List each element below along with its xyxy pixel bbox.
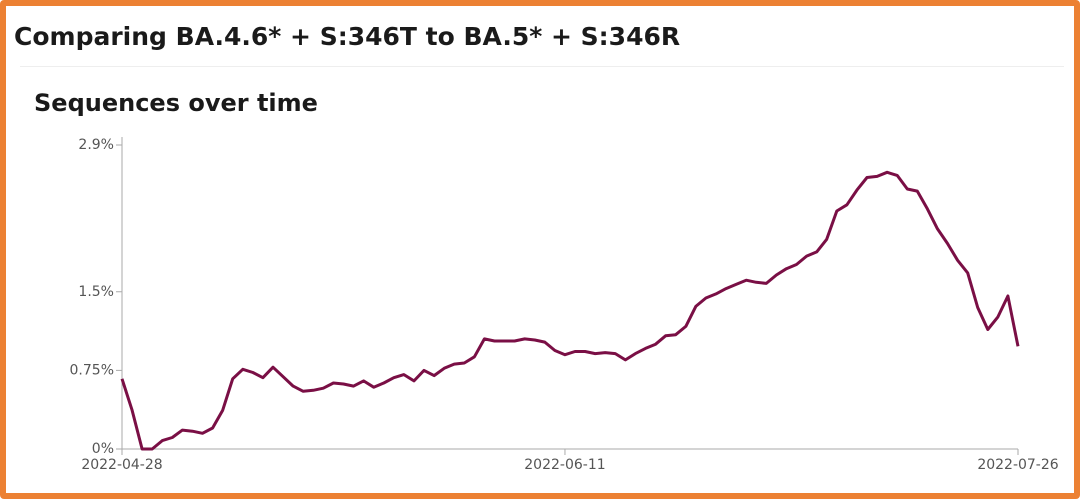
x-tick-label: 2022-06-11 bbox=[524, 457, 605, 473]
page-title: Comparing BA.4.6* + S:346T to BA.5* + S:… bbox=[14, 22, 681, 51]
chart-card bbox=[20, 66, 1064, 487]
x-tick-label: 2022-04-28 bbox=[81, 457, 162, 473]
x-tick-label: 2022-07-26 bbox=[977, 457, 1058, 473]
y-tick-label: 1.5% bbox=[78, 284, 114, 300]
y-tick-label: 0.75% bbox=[70, 362, 114, 378]
y-tick-label: 0% bbox=[92, 441, 114, 457]
y-tick-label: 2.9% bbox=[78, 137, 114, 153]
series-line bbox=[120, 170, 1020, 451]
chart-title: Sequences over time bbox=[34, 89, 318, 117]
